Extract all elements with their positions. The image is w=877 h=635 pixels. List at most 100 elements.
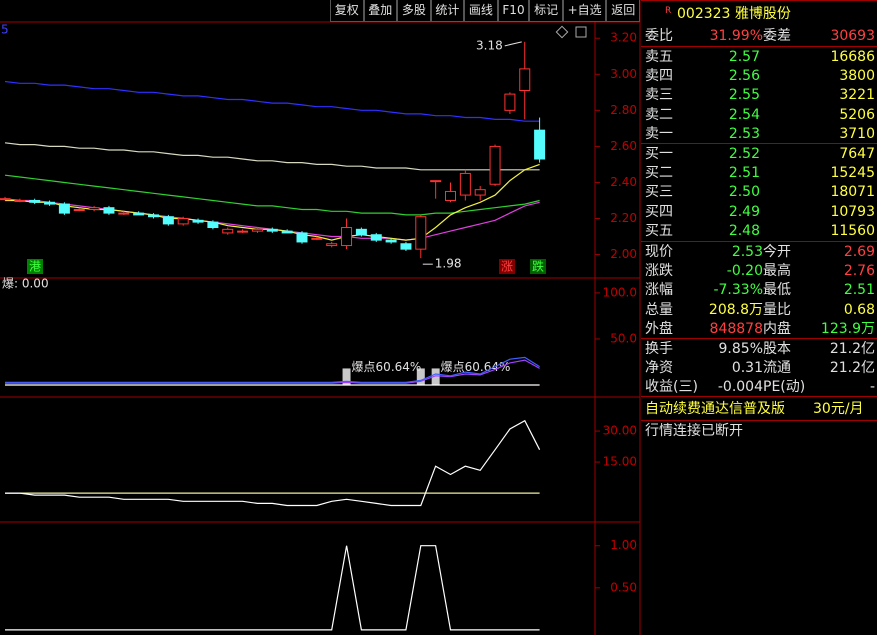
indicator-label: 爆: 0.00 xyxy=(2,277,49,291)
candle-body xyxy=(355,228,367,236)
promo[interactable]: 自动续费通达信普及版 xyxy=(645,401,785,417)
candle-body xyxy=(415,216,427,250)
annotation: 1.98 xyxy=(435,257,462,271)
quote-label: 今开 xyxy=(763,244,791,260)
quote-value: 3710 xyxy=(839,125,875,142)
marker-box xyxy=(27,259,43,274)
candle-body xyxy=(29,199,41,203)
candle-body xyxy=(281,230,293,234)
quote-label: 股本 xyxy=(763,341,791,357)
quote-value: 10793 xyxy=(830,203,875,220)
quote-label: 最低 xyxy=(763,282,791,299)
quote-label: 委比 xyxy=(645,28,673,44)
candle-body xyxy=(311,237,323,240)
quote-panel: R 002323 雅博股份 自动续费通达信普及版 30元/月 行情连接已断开 委… xyxy=(641,0,877,635)
toolbar-button[interactable]: 复权 xyxy=(330,0,364,22)
y-tick-label: 2.20 xyxy=(610,211,637,225)
quote-value: -0.004 xyxy=(717,379,763,396)
candle-body xyxy=(103,207,115,214)
quote-value: 848878 xyxy=(709,320,763,337)
candle-body xyxy=(534,129,546,160)
quote-value: -0.20 xyxy=(726,263,763,280)
candle-body xyxy=(88,207,100,210)
candle-body xyxy=(489,145,501,185)
quote-value: 2.69 xyxy=(843,244,875,260)
candle-body xyxy=(44,201,56,205)
marker-box xyxy=(499,259,515,274)
candle-body xyxy=(222,228,234,234)
quote-label: 买四 xyxy=(645,203,673,220)
bar xyxy=(431,368,440,386)
bar xyxy=(342,368,351,386)
quote-label: 量比 xyxy=(763,301,791,318)
toolbar-button[interactable]: 叠加 xyxy=(363,0,398,22)
toolbar-button[interactable]: 多股 xyxy=(397,0,431,22)
y-tick-label: 3.00 xyxy=(610,67,637,81)
y-tick-label: 15.00 xyxy=(603,455,637,469)
line-series xyxy=(4,198,540,241)
icon[interactable] xyxy=(575,26,587,38)
quote-value: 18071 xyxy=(830,184,875,201)
candle-body xyxy=(73,208,85,211)
toolbar-button[interactable]: 返回 xyxy=(606,0,640,22)
quote-value: 21.2亿 xyxy=(829,360,875,377)
quote-value: 2.76 xyxy=(843,263,875,280)
line-series xyxy=(4,142,540,171)
promo-price[interactable]: 30元/月 xyxy=(813,401,864,417)
bar xyxy=(416,368,425,386)
toolbar-button[interactable]: 统计 xyxy=(430,0,465,22)
candle-body xyxy=(296,232,308,243)
candle-body xyxy=(326,243,338,247)
toolbar-button[interactable]: 标记 xyxy=(529,0,563,22)
quote-label: 外盘 xyxy=(645,320,673,337)
quote-value: -7.33% xyxy=(713,282,763,299)
y-tick-label: 50.0 xyxy=(610,331,637,345)
line-series xyxy=(4,80,540,122)
candle-body xyxy=(519,68,531,92)
quote-label: 买二 xyxy=(645,165,673,182)
quote-label: 委差 xyxy=(763,28,791,44)
candle-body xyxy=(14,199,26,202)
candle-body xyxy=(192,219,204,223)
separator xyxy=(641,143,877,144)
quote-value: 2.56 xyxy=(728,68,760,85)
toolbar-button[interactable]: +自选 xyxy=(562,0,607,22)
quote-value: 16686 xyxy=(830,49,875,65)
y-tick-label: 100.0 xyxy=(603,285,637,299)
candle-body xyxy=(385,239,397,243)
quote-value: 2.51 xyxy=(728,165,760,182)
quote-value: 2.53 xyxy=(728,125,760,142)
y-tick-label: 2.00 xyxy=(610,247,637,261)
quote-value: 2.55 xyxy=(728,87,760,104)
candle-body xyxy=(459,172,471,196)
candle-body xyxy=(251,228,263,232)
candle-body xyxy=(400,243,412,250)
quote-label: 最高 xyxy=(763,263,791,280)
separator xyxy=(641,396,877,397)
marker: 涨 xyxy=(501,259,513,274)
candle-body xyxy=(58,203,70,214)
toolbar-button[interactable]: F10 xyxy=(497,0,530,22)
y-tick-label: 2.80 xyxy=(610,103,637,117)
candle-body xyxy=(504,93,516,111)
quote-label: 现价 xyxy=(645,244,673,260)
legend: 5 xyxy=(1,23,9,37)
y-tick-label: 3.20 xyxy=(610,31,637,45)
quote-value: 31.99% xyxy=(709,28,763,44)
candle-body xyxy=(162,216,174,225)
toolbar: 复权 叠加 多股 统计 画线 F10 标记 +自选 返回 xyxy=(330,0,640,22)
quote-label: 流通 xyxy=(763,360,791,377)
quote-value: 2.54 xyxy=(728,106,760,123)
line-series xyxy=(5,359,540,384)
quote-value: - xyxy=(869,379,875,396)
annotation-arrow xyxy=(504,41,522,47)
line-series xyxy=(4,174,540,216)
quote-label: 卖四 xyxy=(645,68,673,85)
toolbar-button[interactable]: 画线 xyxy=(464,0,498,22)
y-tick-label: 1.00 xyxy=(610,538,637,552)
icon[interactable] xyxy=(555,25,569,39)
quote-label: 收益(三) xyxy=(645,379,698,396)
candle-body xyxy=(118,212,130,215)
quote-label: 总量 xyxy=(645,301,673,318)
quote-label: 涨幅 xyxy=(645,282,673,299)
